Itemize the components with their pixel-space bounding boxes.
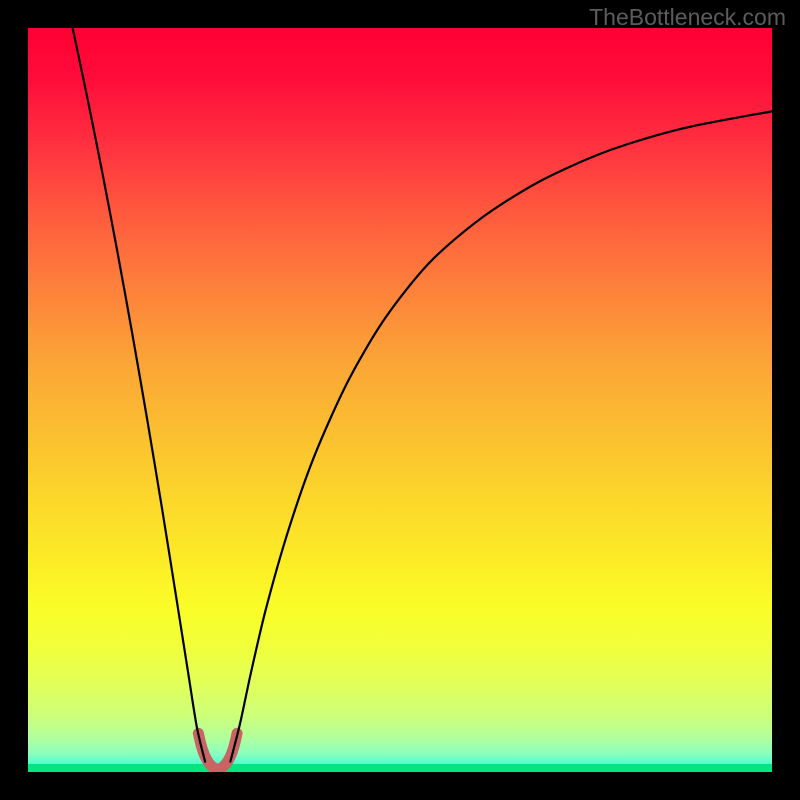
curve-left-branch bbox=[73, 28, 205, 762]
valley-marker bbox=[198, 733, 237, 769]
watermark-text: TheBottleneck.com bbox=[589, 4, 786, 31]
curve-overlay bbox=[0, 0, 800, 800]
chart-stage: TheBottleneck.com bbox=[0, 0, 800, 800]
curve-right-branch bbox=[230, 111, 772, 761]
